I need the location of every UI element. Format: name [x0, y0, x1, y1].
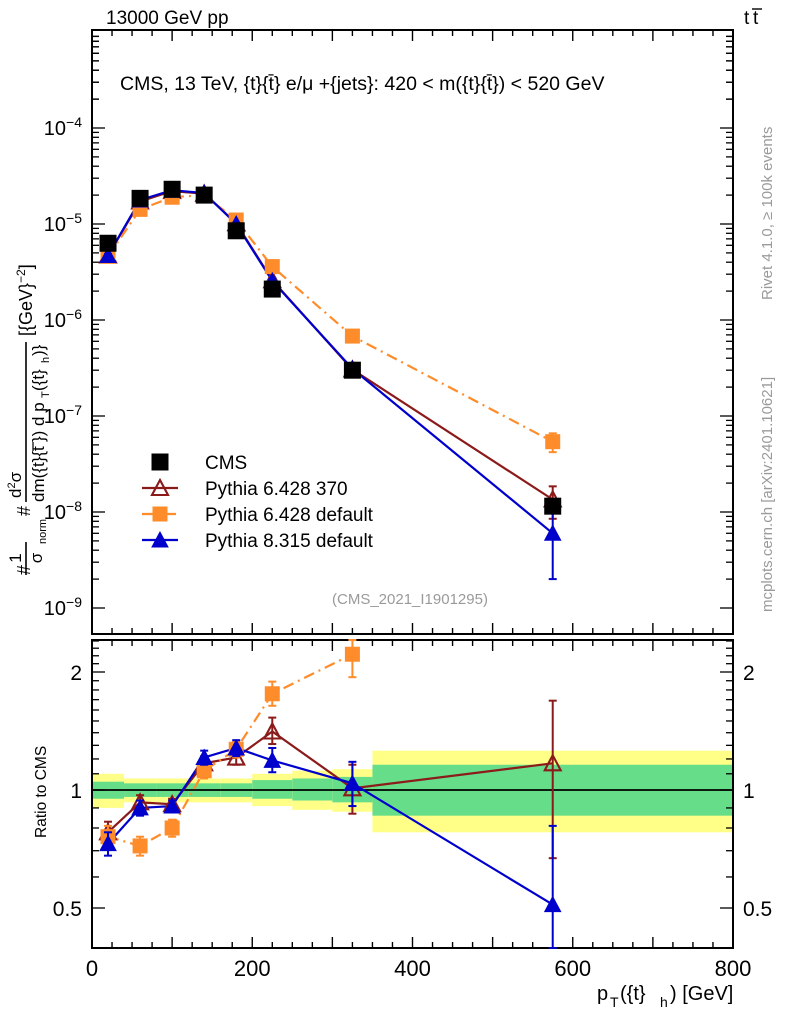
legend-marker-swatch [150, 477, 170, 497]
y-tick-label: 10−8 [44, 498, 82, 524]
data-point [545, 434, 561, 450]
legend-entry: Pythia 8.315 default [142, 530, 374, 552]
ratio-data-point [263, 751, 282, 768]
ratio-y-tick-label-right: 1 [743, 780, 755, 803]
ratio-data-point [344, 646, 360, 662]
svg-text:σ: σ [27, 552, 46, 563]
y-tick-label: 10−5 [44, 210, 82, 236]
svg-text:norm: norm [37, 519, 49, 544]
legend-marker-swatch [151, 530, 169, 548]
svg-text:({t}: ({t} [29, 369, 48, 391]
ratio-y-tick-label-right: 0.5 [743, 898, 772, 921]
data-point [344, 328, 360, 344]
svg-text:h: h [40, 357, 52, 363]
y-tick-label: 10−6 [44, 306, 82, 332]
y-tick-label: 10−7 [44, 402, 82, 428]
analysis-id-watermark: (CMS_2021_I1901295) [332, 591, 488, 608]
svg-text:)}: )} [29, 344, 48, 356]
svg-text:t: t [744, 8, 750, 29]
svg-text:d2σ: d2σ [6, 471, 25, 498]
cms-data-point [263, 280, 281, 298]
svg-text:[{GeV}−2]: [{GeV}−2] [14, 264, 36, 336]
ratio-data-point [99, 834, 117, 852]
legend-marker-swatch [151, 453, 169, 471]
ratio-data-point [227, 738, 246, 756]
cms-data-point [544, 497, 562, 515]
svg-text:dm({t}{t: dm({t}{t [29, 446, 48, 502]
ratio-plot-frame [91, 639, 734, 949]
ratio-y-tick-label-right: 2 [743, 662, 755, 685]
cms-data-point [131, 189, 149, 207]
legend-label: Pythia 6.428 default [205, 505, 374, 526]
data-point [264, 259, 280, 275]
ratio-y-tick-labels: 2 2 1 1 0.5 0.5 [53, 662, 772, 921]
data-point [99, 246, 117, 263]
ratio-data-point [164, 820, 180, 836]
header-beam-label: 13000 GeV pp [106, 8, 229, 29]
legend-label: Pythia 8.315 default [205, 531, 374, 552]
header-process-label: t t [744, 8, 762, 29]
ratio-data-series [98, 639, 563, 949]
svg-text:h: h [660, 994, 668, 1010]
svg-text:}) d p: }) d p [29, 402, 48, 442]
ratio-series-line [107, 746, 554, 906]
legend-entry: CMS [151, 453, 247, 474]
ratio-data-point [543, 895, 562, 913]
legend-entry: Pythia 6.428 default [142, 505, 374, 526]
svg-text:p: p [597, 983, 608, 1005]
legend-marker-swatch [152, 506, 168, 522]
y-tick-label: 10−4 [44, 114, 82, 140]
data-point [543, 524, 562, 541]
x-axis-title: p T ({t} h ) [GeV] [597, 983, 733, 1010]
cms-data-point [343, 361, 361, 379]
ratio-data-point [343, 774, 362, 791]
svg-text:T: T [610, 994, 619, 1010]
svg-text:T: T [40, 391, 52, 398]
main-y-tick-labels: 10−4 10−5 10−6 10−7 10−8 10−9 [44, 114, 82, 620]
svg-text:#: # [14, 506, 34, 516]
ratio-y-tick-label: 2 [70, 662, 82, 685]
ratio-y-tick-label: 0.5 [53, 898, 82, 921]
ratio-data-point [264, 686, 280, 702]
x-tick-label: 400 [394, 956, 431, 981]
mcplots-source-label: mcplots.cern.ch [arXiv:2401.10621] [759, 377, 776, 612]
cms-data-point [99, 234, 117, 252]
legend-entry: Pythia 6.428 370 [142, 477, 348, 500]
ratio-data-point [196, 763, 212, 779]
ratio-data-point [163, 796, 181, 814]
x-tick-label: 0 [86, 956, 98, 981]
svg-text:1: 1 [6, 553, 25, 562]
ratio-data-point [131, 798, 149, 816]
svg-text:({t}: ({t} [620, 983, 646, 1005]
x-tick-label: 600 [554, 956, 591, 981]
x-tick-label: 200 [234, 956, 271, 981]
y-tick-label: 10−9 [44, 594, 82, 620]
x-axis-tick-labels: 0 200 400 600 800 [86, 956, 751, 981]
series-line [107, 193, 554, 443]
ratio-y-tick-label: 1 [70, 780, 82, 803]
cms-data-point [163, 180, 181, 198]
main-data-series [98, 180, 563, 581]
cms-data-point [227, 222, 245, 240]
legend-label: CMS [205, 453, 247, 474]
ratio-data-point [542, 753, 563, 772]
svg-text:) [GeV]: ) [GeV] [670, 983, 733, 1005]
ratio-y-axis-title: Ratio to CMS [33, 746, 50, 838]
cms-data-point [195, 186, 213, 204]
ratio-data-point [195, 748, 214, 766]
legend: CMS Pythia 6.428 370 Pythia 6.428 default P… [142, 453, 374, 552]
ratio-data-point [262, 721, 283, 740]
plot-title: CMS, 13 TeV, {t}{t̄} e/μ +{jets}: 420 < … [120, 73, 604, 95]
rivet-version-label: Rivet 4.1.0, ≥ 100k events [759, 127, 776, 300]
x-tick-label: 800 [715, 956, 752, 981]
ratio-data-point [132, 838, 148, 854]
svg-text:#: # [14, 565, 34, 575]
main-plot-frame [91, 29, 734, 635]
svg-text:t: t [753, 8, 759, 29]
legend-label: Pythia 6.428 370 [205, 479, 348, 500]
